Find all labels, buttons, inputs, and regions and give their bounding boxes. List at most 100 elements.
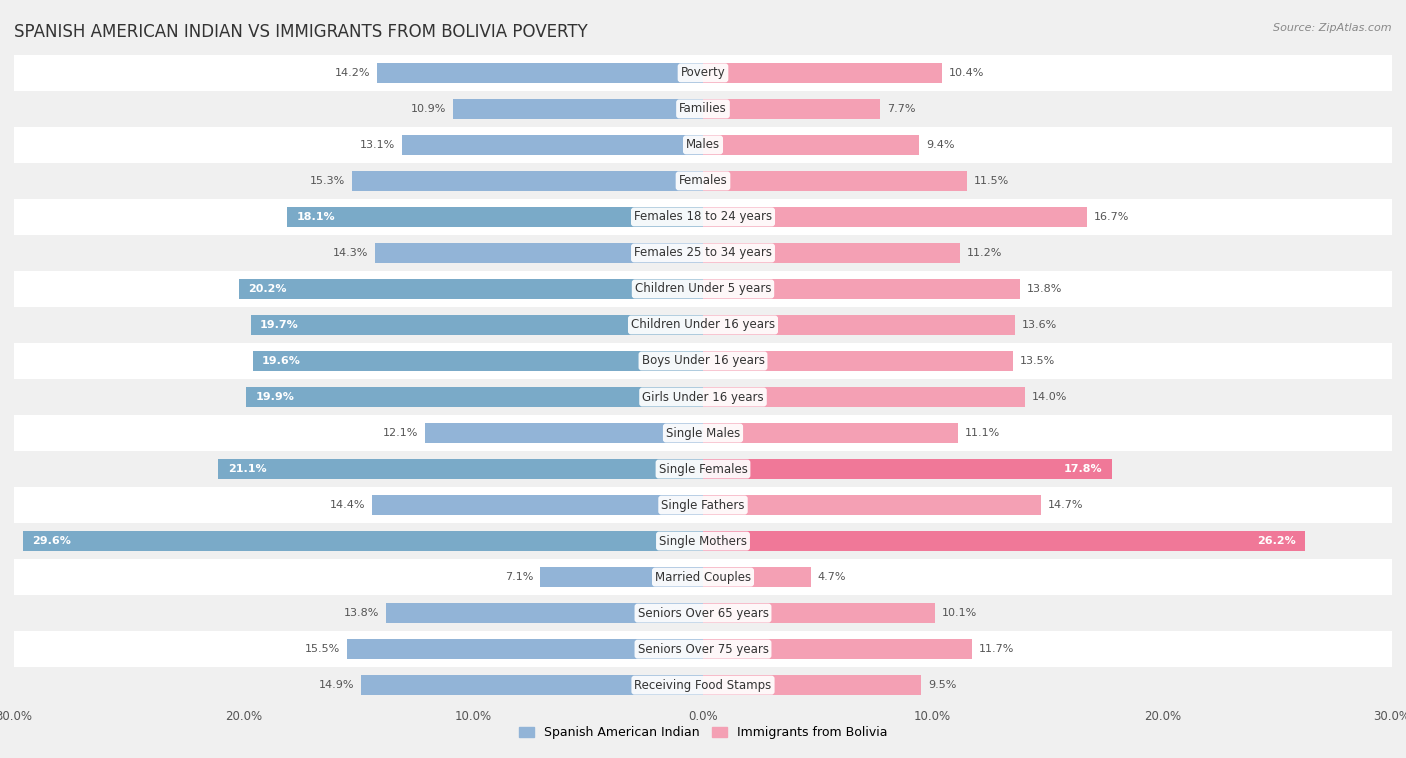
Text: 19.7%: 19.7% [260,320,298,330]
Bar [14,379,1392,415]
Bar [250,315,703,335]
Bar [703,495,1040,515]
Bar [14,595,1392,631]
Bar [218,459,703,479]
Bar [14,163,1392,199]
Text: 10.1%: 10.1% [942,608,977,618]
Bar [347,639,703,659]
Bar [703,207,1087,227]
Bar [703,387,1025,407]
Text: 10.9%: 10.9% [411,104,446,114]
Bar [703,135,920,155]
Text: 11.2%: 11.2% [967,248,1002,258]
Bar [14,307,1392,343]
Text: 11.7%: 11.7% [979,644,1014,654]
Bar [453,99,703,119]
Text: Single Males: Single Males [666,427,740,440]
Bar [361,675,703,695]
Bar [14,559,1392,595]
Bar [14,199,1392,235]
Bar [703,567,811,587]
Legend: Spanish American Indian, Immigrants from Bolivia: Spanish American Indian, Immigrants from… [513,722,893,744]
Bar [703,603,935,623]
Bar [14,127,1392,163]
Text: 9.4%: 9.4% [925,140,955,150]
Text: 13.8%: 13.8% [1026,284,1062,294]
Bar [703,171,967,191]
Text: 14.3%: 14.3% [332,248,368,258]
Text: 13.1%: 13.1% [360,140,395,150]
Bar [24,531,703,551]
Bar [14,343,1392,379]
Text: Males: Males [686,139,720,152]
Bar [703,63,942,83]
Text: 19.6%: 19.6% [262,356,301,366]
Text: 13.5%: 13.5% [1019,356,1054,366]
Text: 9.5%: 9.5% [928,680,956,690]
Bar [703,351,1012,371]
Text: 18.1%: 18.1% [297,212,335,222]
Text: Females: Females [679,174,727,187]
Bar [246,387,703,407]
Text: Families: Families [679,102,727,115]
Bar [374,243,703,263]
Bar [402,135,703,155]
Bar [703,675,921,695]
Text: 14.2%: 14.2% [335,68,370,78]
Text: 14.4%: 14.4% [330,500,366,510]
Text: Girls Under 16 years: Girls Under 16 years [643,390,763,403]
Bar [14,55,1392,91]
Text: Single Mothers: Single Mothers [659,534,747,547]
Bar [14,271,1392,307]
Text: Seniors Over 75 years: Seniors Over 75 years [637,643,769,656]
Bar [373,495,703,515]
Bar [703,99,880,119]
Bar [387,603,703,623]
Bar [703,423,957,443]
Text: 7.1%: 7.1% [505,572,533,582]
Text: Boys Under 16 years: Boys Under 16 years [641,355,765,368]
Text: Females 18 to 24 years: Females 18 to 24 years [634,211,772,224]
Text: Females 25 to 34 years: Females 25 to 34 years [634,246,772,259]
Text: Single Fathers: Single Fathers [661,499,745,512]
Bar [14,523,1392,559]
Bar [14,487,1392,523]
Text: 15.3%: 15.3% [309,176,344,186]
Text: 12.1%: 12.1% [382,428,418,438]
Text: 17.8%: 17.8% [1064,464,1102,474]
Text: 15.5%: 15.5% [305,644,340,654]
Bar [540,567,703,587]
Text: Children Under 16 years: Children Under 16 years [631,318,775,331]
Bar [14,451,1392,487]
Text: 4.7%: 4.7% [818,572,846,582]
Text: 13.8%: 13.8% [344,608,380,618]
Bar [425,423,703,443]
Text: 16.7%: 16.7% [1094,212,1129,222]
Bar [14,667,1392,703]
Text: Poverty: Poverty [681,67,725,80]
Text: 11.5%: 11.5% [974,176,1010,186]
Bar [352,171,703,191]
Bar [253,351,703,371]
Text: 11.1%: 11.1% [965,428,1000,438]
Text: 21.1%: 21.1% [228,464,266,474]
Text: 7.7%: 7.7% [887,104,915,114]
Bar [14,415,1392,451]
Bar [703,459,1112,479]
Text: Source: ZipAtlas.com: Source: ZipAtlas.com [1274,23,1392,33]
Text: 29.6%: 29.6% [32,536,72,546]
Bar [703,639,972,659]
Bar [14,235,1392,271]
Text: 10.4%: 10.4% [949,68,984,78]
Bar [703,243,960,263]
Text: Single Females: Single Females [658,462,748,475]
Bar [377,63,703,83]
Text: Children Under 5 years: Children Under 5 years [634,283,772,296]
Bar [703,279,1019,299]
Bar [14,91,1392,127]
Text: Receiving Food Stamps: Receiving Food Stamps [634,678,772,691]
Bar [703,531,1305,551]
Text: Seniors Over 65 years: Seniors Over 65 years [637,606,769,619]
Text: SPANISH AMERICAN INDIAN VS IMMIGRANTS FROM BOLIVIA POVERTY: SPANISH AMERICAN INDIAN VS IMMIGRANTS FR… [14,23,588,41]
Text: 19.9%: 19.9% [256,392,294,402]
